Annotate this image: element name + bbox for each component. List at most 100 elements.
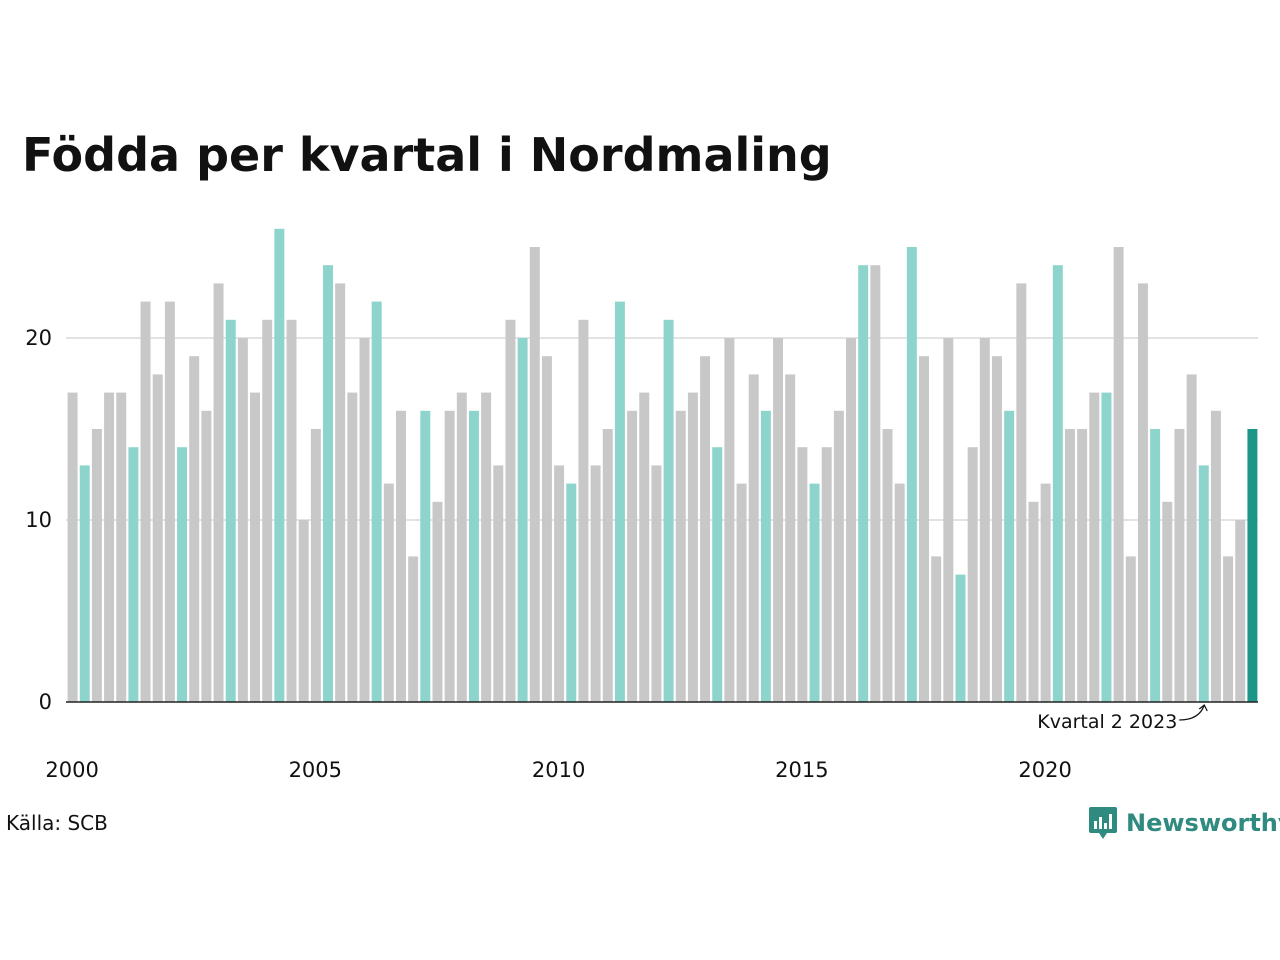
bar [724, 338, 735, 702]
bar [152, 374, 163, 702]
bar [1247, 429, 1258, 702]
bar [286, 319, 297, 702]
bar [906, 247, 917, 702]
bar [1040, 483, 1051, 702]
bar [493, 465, 504, 702]
bar [359, 338, 370, 702]
y-axis-ticks: 0 10 20 [25, 326, 52, 714]
bar [687, 392, 698, 702]
x-tick-label: 2010 [532, 758, 585, 782]
bar [140, 301, 151, 702]
bar [371, 301, 382, 702]
bar [432, 501, 443, 702]
bar [773, 338, 784, 702]
bar [1016, 283, 1027, 702]
bar [748, 374, 759, 702]
bar [481, 392, 492, 702]
bar [456, 392, 467, 702]
bar [627, 410, 638, 702]
bar [529, 247, 540, 702]
bar [444, 410, 455, 702]
x-tick-label: 2000 [45, 758, 98, 782]
bar [919, 356, 929, 702]
bar [274, 228, 285, 703]
bar [189, 356, 200, 702]
bar [1162, 501, 1173, 702]
bar [821, 447, 832, 702]
bar [1210, 410, 1221, 702]
x-axis-ticks: 2000 2005 2010 2015 2020 [45, 758, 1071, 782]
bar [858, 265, 869, 702]
bar [213, 283, 224, 702]
bar [128, 447, 139, 702]
bar [1113, 247, 1124, 702]
bar [651, 465, 662, 702]
logo-wordmark: Newsworthy [1126, 809, 1280, 837]
bar [1125, 556, 1136, 702]
bar [602, 429, 613, 702]
bar [797, 447, 808, 702]
bar [225, 319, 236, 702]
bar [250, 392, 261, 702]
bar [992, 356, 1002, 702]
bars [67, 228, 1258, 703]
bar [578, 319, 589, 702]
bar [79, 465, 90, 702]
bar [67, 392, 78, 702]
bar [201, 410, 212, 702]
bar [310, 429, 321, 702]
bar [846, 338, 857, 702]
x-tick-label: 2015 [775, 758, 828, 782]
bar [116, 392, 127, 702]
bar [177, 447, 188, 702]
bar [91, 429, 102, 702]
bar [1089, 392, 1100, 702]
bar [882, 429, 893, 702]
source-note: Källa: SCB [6, 811, 108, 835]
bar [408, 556, 419, 702]
x-tick-label: 2005 [289, 758, 342, 782]
bar [700, 356, 711, 702]
bar [566, 483, 577, 702]
bar [347, 392, 358, 702]
chart-title: Födda per kvartal i Nordmaling [22, 128, 832, 182]
bar [1235, 520, 1246, 702]
bar [1101, 392, 1112, 702]
bar [505, 319, 516, 702]
bar [396, 410, 406, 702]
y-tick-label: 20 [25, 326, 52, 350]
bar [955, 574, 966, 702]
bar [1137, 283, 1148, 702]
y-tick-label: 10 [25, 508, 52, 532]
bar [541, 356, 552, 702]
newsworthy-logo-icon [1089, 807, 1117, 839]
bar [383, 483, 394, 702]
bar [164, 301, 175, 702]
annotation-arrow [1179, 704, 1205, 721]
bar [736, 483, 747, 702]
bar [335, 283, 346, 702]
bar [1077, 429, 1088, 702]
bar [590, 465, 601, 702]
bar [833, 410, 844, 702]
x-tick-label: 2020 [1018, 758, 1071, 782]
annotation-label: Kvartal 2 2023 [1037, 711, 1177, 733]
bar [323, 265, 333, 702]
bar [809, 483, 820, 702]
bar [1004, 410, 1015, 702]
bar [979, 338, 990, 702]
bar [1150, 429, 1161, 702]
newsworthy-logo: Newsworthy [1088, 803, 1280, 843]
bar [712, 447, 723, 702]
bar [237, 338, 248, 702]
bar [663, 319, 674, 702]
bar [931, 556, 942, 702]
annotation-arrowhead [1198, 704, 1208, 712]
bar [517, 338, 528, 702]
bar [1198, 465, 1209, 702]
bar [785, 374, 796, 702]
bar [1028, 501, 1039, 702]
bar [943, 338, 954, 702]
bar [554, 465, 565, 702]
